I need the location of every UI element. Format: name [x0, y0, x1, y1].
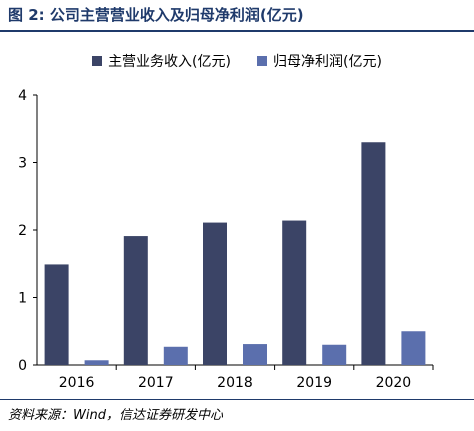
legend-item-revenue: 主营业务收入(亿元) — [92, 51, 231, 71]
x-tick-label: 2020 — [376, 375, 412, 391]
bar-chart: 0 1 2 3 4 2016 2017 2018 2019 2020 — [18, 88, 434, 391]
bar-profit — [322, 344, 347, 365]
title-divider — [0, 30, 474, 32]
legend-swatch-revenue — [92, 56, 103, 66]
bar-profit — [84, 360, 109, 365]
figure-title: 图 2: 公司主营营业收入及归母净利润(亿元) — [8, 6, 304, 24]
y-tick-label: 4 — [18, 88, 27, 104]
bar-revenue — [123, 236, 148, 365]
bar-revenue — [44, 264, 69, 365]
x-tick-label: 2018 — [217, 375, 253, 391]
y-tick-label: 2 — [18, 223, 27, 239]
bar-profit — [401, 331, 426, 365]
y-tick-label: 3 — [18, 156, 27, 172]
x-tick-label: 2016 — [59, 375, 95, 391]
bar-revenue — [203, 222, 227, 365]
x-tick-label: 2019 — [296, 375, 332, 391]
bar-revenue — [282, 220, 307, 365]
legend-label-revenue: 主营业务收入(亿元) — [108, 54, 231, 70]
legend-label-profit: 归母净利润(亿元) — [273, 54, 382, 70]
legend-item-profit: 归母净利润(亿元) — [257, 51, 382, 71]
y-tick-label: 1 — [18, 291, 27, 307]
footer-divider — [0, 399, 474, 400]
bar-profit — [163, 346, 188, 365]
y-tick-label: 0 — [18, 358, 27, 374]
legend-swatch-profit — [257, 56, 267, 66]
chart-legend: 主营业务收入(亿元) 归母净利润(亿元) — [0, 51, 474, 71]
bar-profit — [243, 344, 267, 365]
bar-revenue — [361, 142, 386, 365]
source-note: 资料来源：Wind，信达证券研发中心 — [8, 408, 223, 423]
x-tick-label: 2017 — [138, 375, 174, 391]
